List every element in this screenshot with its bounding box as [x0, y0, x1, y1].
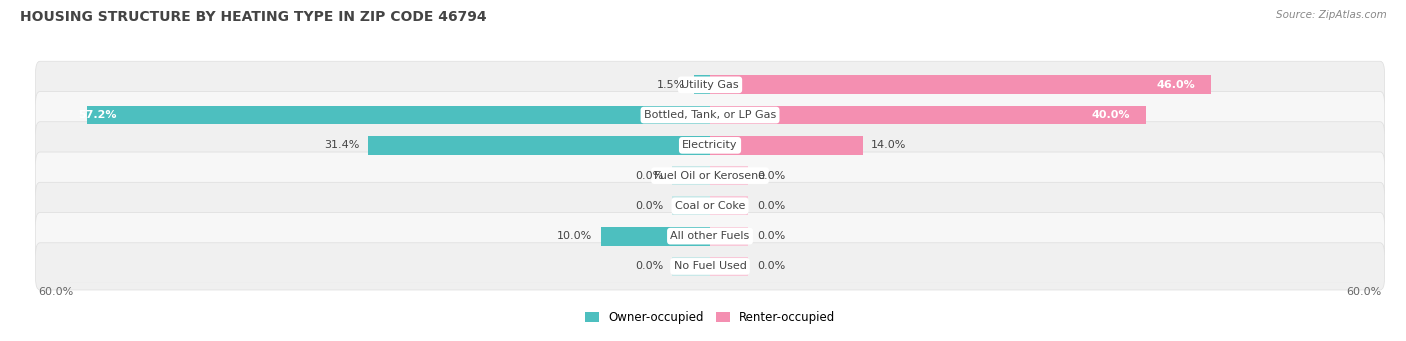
- Text: 57.2%: 57.2%: [79, 110, 117, 120]
- Bar: [672, 166, 710, 185]
- Text: Bottled, Tank, or LP Gas: Bottled, Tank, or LP Gas: [644, 110, 776, 120]
- Text: 10.0%: 10.0%: [557, 231, 592, 241]
- Bar: [368, 136, 710, 155]
- Text: HOUSING STRUCTURE BY HEATING TYPE IN ZIP CODE 46794: HOUSING STRUCTURE BY HEATING TYPE IN ZIP…: [20, 10, 486, 24]
- Bar: [710, 136, 862, 155]
- Text: 0.0%: 0.0%: [636, 201, 664, 211]
- FancyBboxPatch shape: [35, 212, 1385, 260]
- Text: No Fuel Used: No Fuel Used: [673, 262, 747, 271]
- Text: 0.0%: 0.0%: [756, 262, 785, 271]
- Text: Source: ZipAtlas.com: Source: ZipAtlas.com: [1275, 10, 1386, 20]
- Bar: [87, 106, 710, 124]
- Bar: [693, 75, 710, 94]
- Text: 40.0%: 40.0%: [1091, 110, 1129, 120]
- Bar: [710, 166, 748, 185]
- Bar: [710, 75, 1212, 94]
- Bar: [672, 257, 710, 276]
- Text: Electricity: Electricity: [682, 140, 738, 150]
- Text: 0.0%: 0.0%: [636, 262, 664, 271]
- Text: 0.0%: 0.0%: [756, 201, 785, 211]
- Bar: [602, 227, 710, 246]
- Text: All other Fuels: All other Fuels: [671, 231, 749, 241]
- FancyBboxPatch shape: [35, 243, 1385, 290]
- Text: 1.5%: 1.5%: [657, 80, 685, 90]
- FancyBboxPatch shape: [35, 152, 1385, 199]
- Text: Fuel Oil or Kerosene: Fuel Oil or Kerosene: [654, 170, 766, 181]
- Text: 0.0%: 0.0%: [756, 170, 785, 181]
- Text: 14.0%: 14.0%: [872, 140, 907, 150]
- Legend: Owner-occupied, Renter-occupied: Owner-occupied, Renter-occupied: [585, 311, 835, 324]
- Bar: [710, 106, 1146, 124]
- Bar: [710, 227, 748, 246]
- Text: 31.4%: 31.4%: [323, 140, 359, 150]
- Text: Coal or Coke: Coal or Coke: [675, 201, 745, 211]
- Bar: [710, 196, 748, 215]
- Text: 46.0%: 46.0%: [1156, 80, 1195, 90]
- FancyBboxPatch shape: [35, 122, 1385, 169]
- Bar: [672, 196, 710, 215]
- Text: 0.0%: 0.0%: [636, 170, 664, 181]
- Text: 0.0%: 0.0%: [756, 231, 785, 241]
- FancyBboxPatch shape: [35, 61, 1385, 108]
- FancyBboxPatch shape: [35, 91, 1385, 139]
- Bar: [710, 257, 748, 276]
- FancyBboxPatch shape: [35, 182, 1385, 229]
- Text: Utility Gas: Utility Gas: [682, 80, 738, 90]
